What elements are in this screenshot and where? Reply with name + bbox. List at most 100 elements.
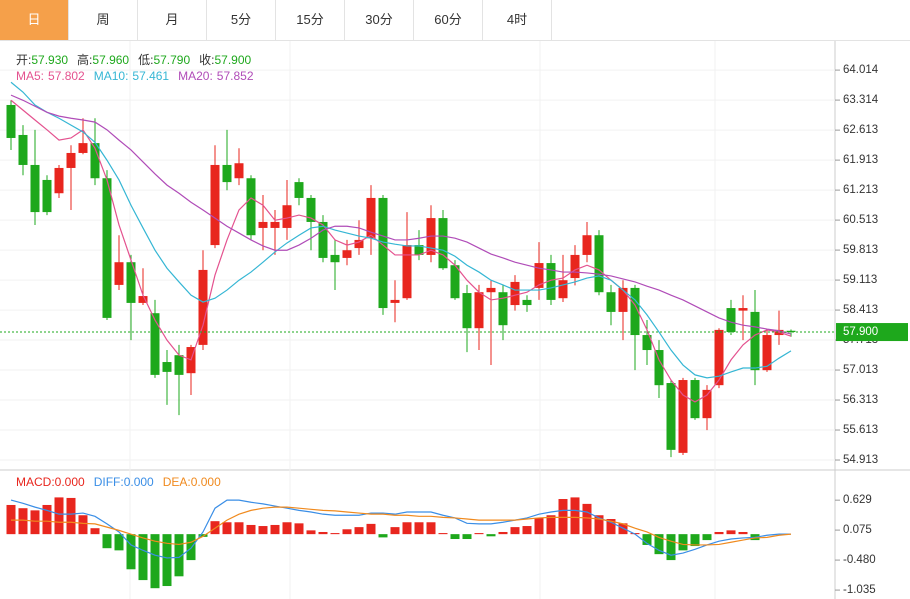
macd-bar [426, 522, 436, 535]
ma-line [10, 99, 792, 403]
info-item: 高:57.960 [77, 51, 129, 68]
tab[interactable]: 日 [0, 0, 69, 40]
ma-line [10, 94, 792, 335]
candle-body [318, 221, 328, 258]
macd-bar [654, 534, 664, 555]
macd-bar [330, 533, 340, 535]
macd-legend: MACD: 0.000 DIFF:0.000 DEA:0.000 [16, 475, 221, 489]
macd-bar [546, 515, 556, 535]
candle-body [486, 287, 496, 293]
tab[interactable]: 4时 [483, 0, 552, 40]
candle-body [570, 254, 580, 279]
info-item: 开:57.930 [16, 51, 68, 68]
macd-bar [414, 522, 424, 535]
candle-body [642, 335, 652, 351]
y-tick-label: 63.314 [843, 94, 879, 106]
y-tick-label: 0.075 [843, 524, 872, 536]
macd-bar [510, 527, 520, 535]
ma-name: MA10: [93, 69, 129, 83]
candle-body [258, 221, 268, 228]
candle-body [378, 197, 388, 309]
candle-body [366, 197, 376, 239]
tab[interactable]: 30分 [345, 0, 414, 40]
candle-body [510, 281, 520, 306]
macd-bar [738, 531, 748, 535]
macd-bar [606, 519, 616, 535]
y-tick-label: 58.413 [843, 304, 878, 316]
tab[interactable]: 周 [69, 0, 138, 40]
macd-bar [558, 499, 568, 535]
macd-bar [162, 534, 172, 587]
ma-value: 57.461 [132, 69, 170, 83]
candle-body [762, 335, 772, 371]
macd-bar [306, 530, 316, 535]
candle-body [786, 330, 796, 333]
macd-bar [270, 524, 280, 535]
y-tick-label: 59.813 [843, 244, 878, 256]
macd-line [11, 506, 792, 546]
candle-body [630, 287, 640, 336]
macd-bar [666, 534, 676, 561]
candle-body [546, 263, 556, 300]
info-value: 57.960 [92, 53, 130, 67]
y-tick-label: 55.613 [843, 424, 878, 436]
macd-bar [582, 503, 592, 535]
ma-legend: MA5: 57.802 MA10: 57.461 MA20: 57.852 [16, 69, 254, 83]
y-tick-label: 57.013 [843, 364, 878, 376]
candle-body [342, 250, 352, 258]
macd-bar [690, 534, 700, 547]
candle-body [246, 178, 256, 236]
candle-body [558, 280, 568, 299]
period-tabs: 日周月 5分 15分 30分 60分 4时 [0, 0, 910, 41]
ma-legend-item: MA10: 57.461 [94, 69, 169, 83]
macd-bar [390, 527, 400, 535]
macd-legend-item: DIFF:0.000 [94, 475, 154, 489]
candle-body [210, 164, 220, 246]
macd-bar [90, 528, 100, 535]
legend-value: 0.000 [190, 475, 221, 489]
candle-body [78, 143, 88, 153]
macd-bar [378, 534, 388, 538]
macd-bar [474, 533, 484, 535]
candle-body [750, 311, 760, 371]
macd-bar [438, 533, 448, 535]
macd-legend-item: DEA:0.000 [163, 475, 221, 489]
legend-name: MACD: [16, 475, 55, 489]
candle-body [66, 152, 76, 168]
tab[interactable]: 5分 [207, 0, 276, 40]
ma-name: MA5: [16, 69, 45, 83]
macd-bar [366, 523, 376, 535]
candle-body [618, 287, 628, 312]
tab[interactable]: 60分 [414, 0, 483, 40]
candle-body [402, 245, 412, 299]
candle-body [462, 293, 472, 329]
y-tick-label: 61.913 [843, 154, 878, 166]
macd-bar [66, 497, 76, 535]
tab[interactable]: 月 [138, 0, 207, 40]
legend-name: DEA: [162, 475, 191, 489]
info-value: 57.900 [214, 53, 252, 67]
info-value: 57.930 [31, 53, 69, 67]
candle-body [162, 362, 172, 372]
macd-bar [234, 522, 244, 535]
candle-body [198, 269, 208, 345]
candle-body [150, 313, 160, 375]
macd-bar [534, 517, 544, 535]
y-tick-label: 56.313 [843, 394, 878, 406]
macd-bar [678, 534, 688, 551]
info-label: 高: [77, 53, 93, 67]
last-price-label: 57.900 [843, 326, 878, 338]
candle-body [18, 134, 28, 165]
candle-body [54, 167, 64, 194]
macd-bar [246, 524, 256, 535]
info-label: 低: [138, 53, 154, 67]
candle-body [42, 179, 52, 213]
ma-legend-item: MA5: 57.802 [16, 69, 85, 83]
y-tick-label: 61.213 [843, 184, 878, 196]
last-price-box [836, 323, 908, 342]
macd-bar [702, 534, 712, 541]
macd-bar [462, 534, 472, 540]
tab[interactable]: 15分 [276, 0, 345, 40]
